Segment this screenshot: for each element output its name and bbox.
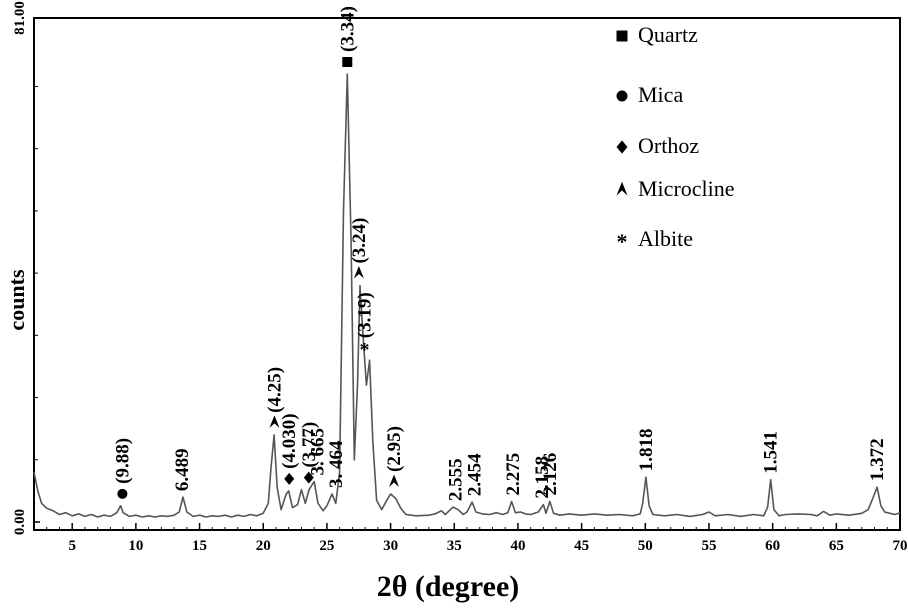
peak-label: 1.541 bbox=[761, 431, 782, 474]
x-tick-label: 65 bbox=[829, 538, 844, 554]
peak-label: 3. 464 bbox=[326, 440, 347, 488]
square-legend-marker bbox=[616, 30, 628, 42]
peak-label: 3. 665 bbox=[308, 428, 329, 476]
microcline-marker bbox=[389, 474, 400, 487]
peak-label: (4.25) bbox=[264, 367, 285, 413]
x-tick-label: 60 bbox=[765, 538, 780, 554]
y-tick-label: 0.00 bbox=[12, 509, 28, 535]
x-tick-label: 20 bbox=[256, 538, 271, 554]
legend-label: Mica bbox=[638, 82, 683, 107]
x-tick-label: 5 bbox=[68, 538, 76, 554]
diamond-marker bbox=[303, 471, 314, 484]
peak-label: 2.126 bbox=[540, 453, 561, 496]
asterisk-marker: * bbox=[359, 339, 369, 361]
x-tick-label: 70 bbox=[893, 538, 908, 554]
x-tick-label: 25 bbox=[319, 538, 334, 554]
peak-label: 1.372 bbox=[867, 438, 888, 481]
x-tick-label: 45 bbox=[574, 538, 589, 554]
microcline-marker bbox=[269, 415, 280, 428]
legend-label: Albite bbox=[638, 226, 693, 251]
x-axis: 5 10 15 20 25 30 35 40 45 50 55 60 65 70 bbox=[46, 523, 908, 554]
circle-marker bbox=[117, 488, 128, 499]
x-tick-label: 35 bbox=[447, 538, 462, 554]
peak-label: 2.275 bbox=[503, 453, 524, 496]
peak-label: (4.030) bbox=[279, 413, 300, 468]
peak-label: 2.555 bbox=[446, 458, 467, 501]
x-axis-title: 2θ (degree) bbox=[377, 570, 520, 603]
y-axis-title: counts bbox=[4, 269, 29, 331]
peak-label: (3.77) bbox=[299, 422, 320, 468]
peak-label: (3.34) bbox=[337, 6, 358, 52]
legend: Quartz Mica Orthoz Microcline * Albite bbox=[616, 22, 735, 254]
series-layer bbox=[33, 73, 901, 518]
asterisk-legend-marker: * bbox=[617, 229, 628, 254]
peak-label: (9.88) bbox=[112, 438, 133, 484]
peak-label: (3.19) bbox=[354, 292, 375, 338]
square-marker bbox=[342, 57, 353, 67]
peak-label: 1.818 bbox=[636, 428, 657, 471]
x-tick-label: 30 bbox=[383, 538, 398, 554]
peak-label: (3.24) bbox=[349, 218, 370, 264]
x-tick-label: 55 bbox=[701, 538, 716, 554]
y-tick-label: 81.00 bbox=[12, 1, 28, 35]
x-tick-label: 50 bbox=[638, 538, 653, 554]
microcline-legend-marker bbox=[616, 181, 628, 196]
circle-legend-marker bbox=[616, 90, 628, 102]
diffractogram-line bbox=[33, 73, 901, 518]
diamond-marker bbox=[284, 472, 295, 485]
microcline-marker bbox=[353, 266, 364, 279]
plot-area bbox=[33, 17, 901, 531]
peak-label: 6.489 bbox=[172, 448, 193, 491]
x-tick-label: 40 bbox=[510, 538, 525, 554]
legend-label: Microcline bbox=[638, 176, 735, 201]
legend-label: Quartz bbox=[638, 22, 698, 47]
peak-label: (2.95) bbox=[384, 426, 405, 472]
peak-label: 2.158 bbox=[532, 456, 553, 499]
x-tick-label: 10 bbox=[128, 538, 143, 554]
x-tick-label: 15 bbox=[192, 538, 207, 554]
legend-label: Orthoz bbox=[638, 133, 699, 158]
y-axis: 0.00 81.00 bbox=[12, 1, 40, 535]
peak-label: 2.454 bbox=[465, 453, 486, 496]
diamond-legend-marker bbox=[616, 140, 628, 154]
